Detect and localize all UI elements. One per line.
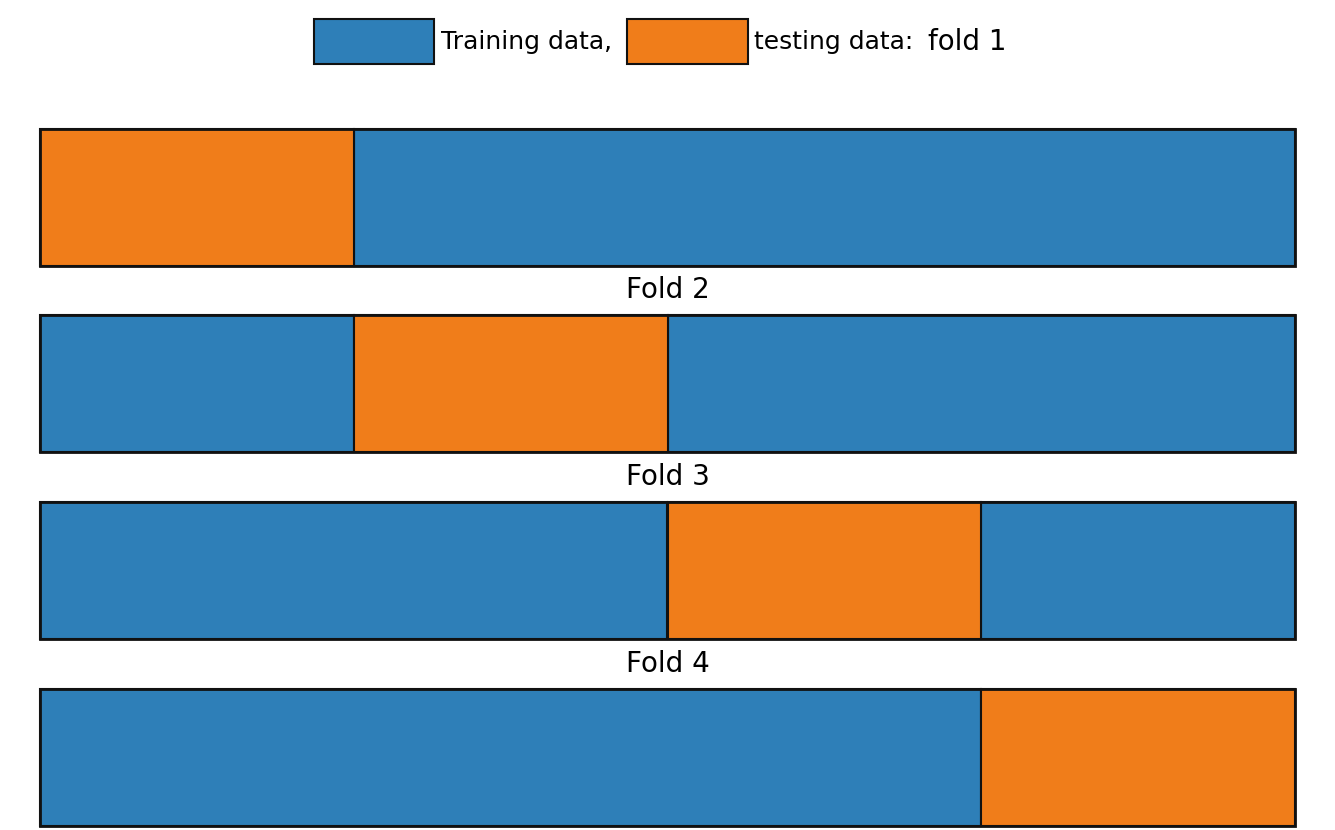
Bar	[40, 129, 354, 266]
Bar	[40, 502, 667, 639]
Bar	[40, 129, 1295, 266]
Text: testing data:: testing data:	[754, 30, 913, 53]
Bar	[354, 315, 668, 452]
Bar	[40, 689, 981, 826]
Bar	[40, 315, 354, 452]
Text: fold 1: fold 1	[928, 27, 1007, 56]
Bar	[981, 502, 1295, 639]
Text: Fold 3: Fold 3	[626, 463, 709, 491]
Bar	[627, 18, 748, 65]
Bar	[668, 315, 1295, 452]
Bar	[40, 315, 1295, 452]
Bar	[40, 502, 1295, 639]
Bar	[40, 689, 1295, 826]
Text: Training data,: Training data,	[441, 30, 611, 53]
Bar	[354, 129, 1295, 266]
Bar	[981, 689, 1295, 826]
Bar	[314, 18, 434, 65]
Bar	[668, 502, 981, 639]
Text: Fold 2: Fold 2	[626, 276, 709, 305]
Text: Fold 4: Fold 4	[626, 650, 709, 678]
